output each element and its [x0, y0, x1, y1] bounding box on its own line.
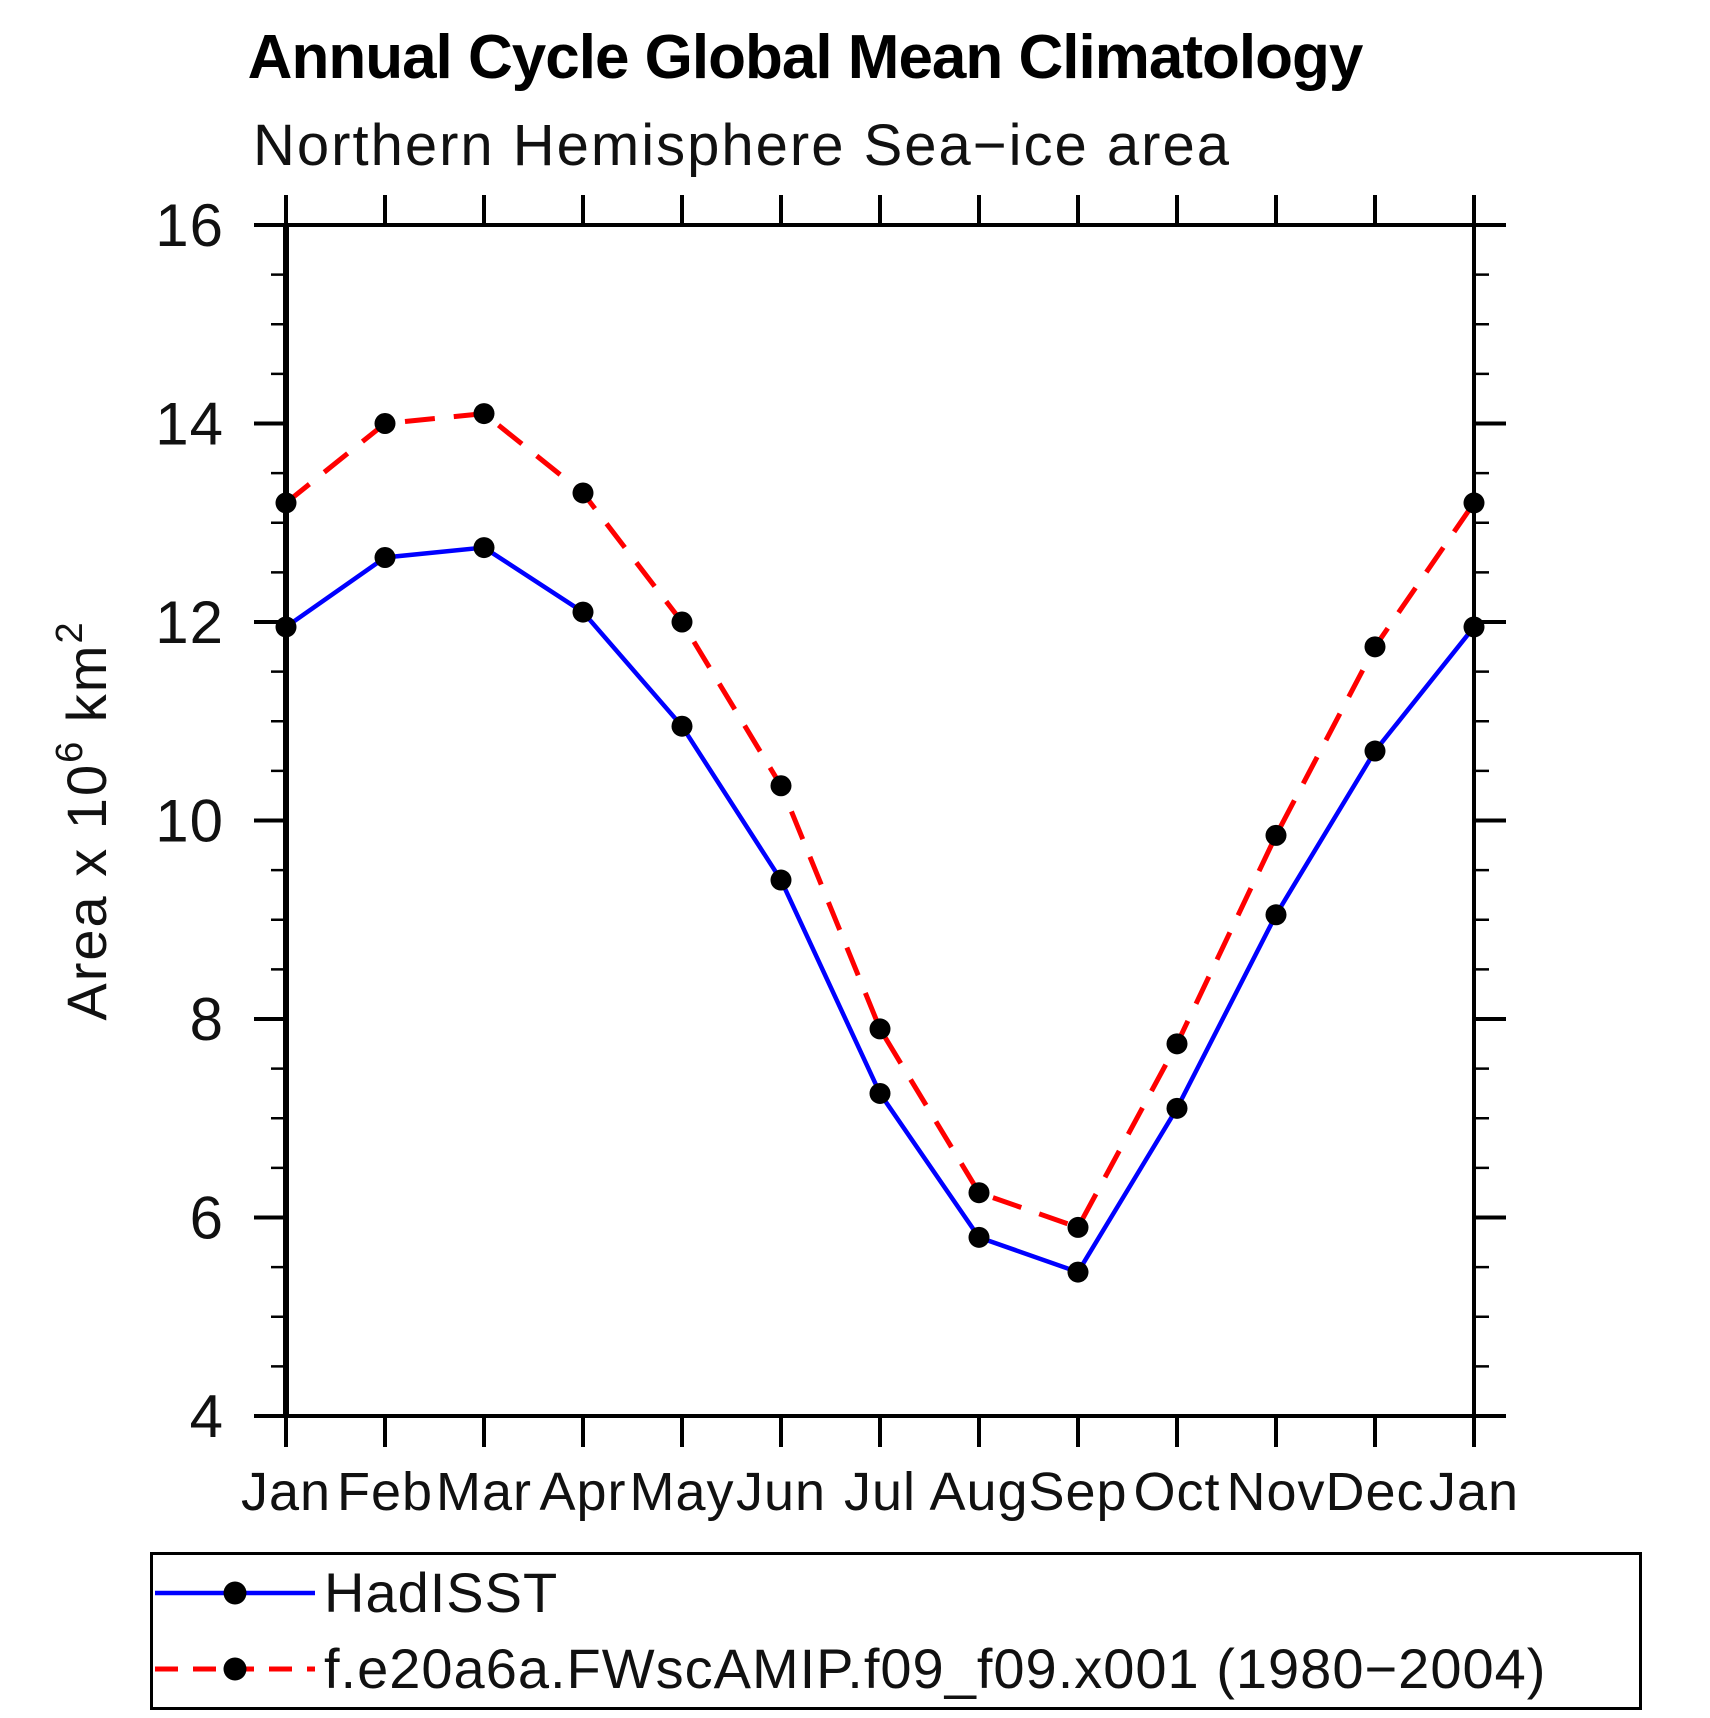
- data-point-marker: [275, 492, 297, 514]
- x-tick-label: Jul: [844, 1462, 916, 1522]
- x-tick-label: Aug: [929, 1462, 1028, 1522]
- legend-label: f.e20a6a.FWscAMIP.f09_f09.x001 (1980−200…: [324, 1637, 1547, 1700]
- data-point-marker: [1265, 904, 1287, 926]
- data-point-marker: [869, 1082, 891, 1104]
- data-point-marker: [968, 1182, 990, 1204]
- x-tick-label: Jan: [241, 1462, 331, 1522]
- data-point-marker: [572, 601, 594, 623]
- x-tick-label: Oct: [1133, 1462, 1220, 1522]
- solid-line-swatch-icon: [155, 1581, 315, 1605]
- y-tick-label: 12: [155, 589, 224, 656]
- data-point-marker: [374, 546, 396, 568]
- x-tick-label: Mar: [436, 1462, 532, 1522]
- data-point-marker: [1166, 1033, 1188, 1055]
- y-tick-label: 8: [190, 986, 224, 1053]
- plot-box: [284, 223, 1476, 1418]
- circle-marker-icon: [223, 1581, 247, 1605]
- data-point-marker: [770, 869, 792, 891]
- data-point-marker: [1067, 1261, 1089, 1283]
- data-point-marker: [968, 1226, 990, 1248]
- legend-label: HadISST: [324, 1561, 559, 1624]
- data-point-marker: [1463, 616, 1485, 638]
- data-point-marker: [1166, 1097, 1188, 1119]
- y-tick-label: 14: [155, 391, 224, 458]
- legend-item-hadisst: HadISST: [153, 1555, 1639, 1631]
- y-tick-label: 16: [155, 192, 224, 259]
- chart-subtitle: Northern Hemisphere Sea−ice area: [253, 113, 1231, 178]
- x-tick-label: Feb: [337, 1462, 433, 1522]
- data-point-marker: [473, 403, 495, 425]
- circle-marker-icon: [223, 1657, 247, 1681]
- data-point-marker: [770, 775, 792, 797]
- page-title: Annual Cycle Global Mean Climatology: [247, 23, 1364, 92]
- x-tick-label: Jun: [736, 1462, 826, 1522]
- data-point-marker: [374, 413, 396, 434]
- series-line-1: [284, 410, 1477, 1231]
- data-point-marker: [1067, 1216, 1089, 1238]
- legend-item-model: f.e20a6a.FWscAMIP.f09_f09.x001 (1980−200…: [153, 1631, 1639, 1707]
- data-point-marker: [869, 1018, 891, 1040]
- data-point-marker: [1265, 824, 1287, 846]
- data-point-marker: [275, 616, 297, 638]
- series-line-0: [284, 545, 1476, 1275]
- x-tick-label: Nov: [1226, 1462, 1325, 1522]
- y-axis-title: Area x 106 km2: [49, 620, 118, 1020]
- data-point-marker: [1364, 636, 1386, 658]
- dashed-line-swatch-icon: [155, 1657, 315, 1681]
- legend: HadISST f.e20a6a.FWscAMIP.f09_f09.x001 (…: [150, 1552, 1642, 1710]
- data-point-marker: [473, 537, 495, 559]
- data-point-marker: [1463, 492, 1485, 514]
- x-tick-label: Jan: [1429, 1462, 1519, 1522]
- data-point-marker: [1364, 740, 1386, 762]
- x-tick-label: Dec: [1325, 1462, 1424, 1522]
- x-tick-label: May: [629, 1462, 734, 1522]
- y-tick-label: 4: [190, 1383, 224, 1450]
- data-point-marker: [572, 482, 594, 504]
- x-tick-label: Sep: [1028, 1462, 1127, 1522]
- y-tick-label: 10: [155, 788, 224, 855]
- x-tick-label: Apr: [539, 1462, 626, 1522]
- y-tick-label: 6: [190, 1185, 224, 1252]
- data-point-marker: [671, 611, 693, 633]
- data-point-marker: [671, 715, 693, 737]
